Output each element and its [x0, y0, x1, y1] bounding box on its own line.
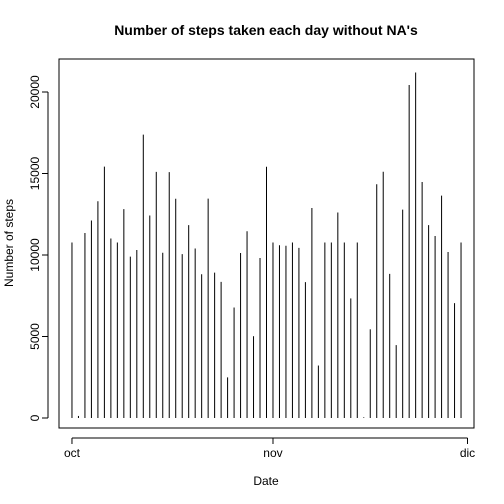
y-tick-label: 20000 — [28, 75, 42, 109]
y-tick-label: 5000 — [28, 323, 42, 350]
x-axis: oct nov dic — [64, 437, 475, 460]
y-axis-label: Number of steps — [2, 199, 16, 287]
y-tick-label: 0 — [28, 414, 42, 421]
x-tick-label: oct — [64, 446, 81, 460]
plot-box — [58, 58, 475, 429]
x-tick-label: dic — [460, 446, 475, 460]
y-tick-label: 10000 — [28, 238, 42, 272]
x-tick-label: nov — [263, 446, 282, 460]
x-axis-label: Date — [253, 474, 279, 488]
y-tick-label: 15000 — [28, 156, 42, 190]
bars-group — [71, 72, 462, 418]
chart-title: Number of steps taken each day without N… — [114, 22, 418, 38]
y-axis: 0 5000 10000 15000 20000 — [28, 75, 49, 421]
